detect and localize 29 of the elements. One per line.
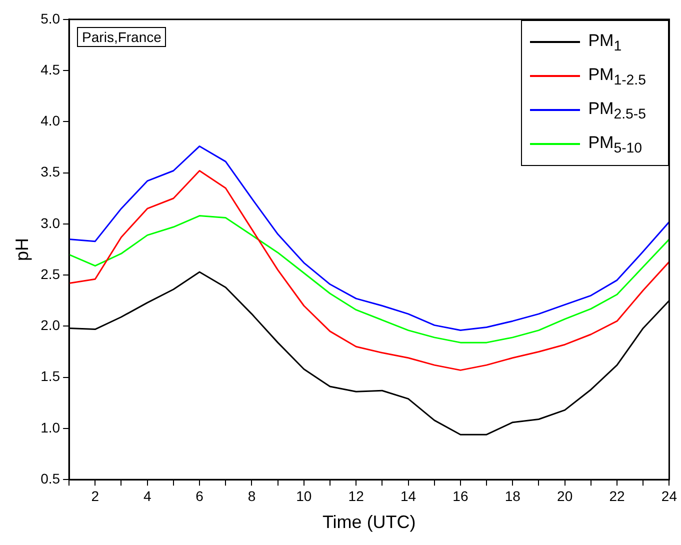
x-tick-label: 16 xyxy=(452,488,468,504)
y-tick-label: 4.5 xyxy=(40,61,60,78)
x-tick-label: 14 xyxy=(400,488,416,504)
x-axis-title: Time (UTC) xyxy=(322,512,416,532)
x-tick-label: 12 xyxy=(348,488,364,504)
x-tick-label: 10 xyxy=(296,488,312,504)
y-tick-label: 5.0 xyxy=(40,10,60,26)
x-tick-label: 6 xyxy=(196,488,204,504)
x-tick-label: 8 xyxy=(248,488,256,504)
x-tick-label: 24 xyxy=(661,488,678,504)
y-tick-label: 4.0 xyxy=(40,112,60,129)
y-tick-label: 1.5 xyxy=(40,368,60,384)
y-tick-label: 1.0 xyxy=(40,419,60,436)
annotation: Paris,France xyxy=(77,27,166,48)
y-tick-label: 2.0 xyxy=(40,317,60,334)
y-axis-title: pH xyxy=(12,238,32,262)
y-tick-label: 0.5 xyxy=(40,470,60,486)
y-tick-label: 3.0 xyxy=(40,214,60,231)
legend-label: PM$_{1}$ xyxy=(588,30,622,54)
legend-label: PM$_{2.5-5}$ xyxy=(588,98,646,122)
y-tick-label: 2.5 xyxy=(40,266,60,282)
x-tick-label: 22 xyxy=(609,488,626,504)
x-tick-label: 2 xyxy=(91,488,100,504)
x-tick-label: 20 xyxy=(557,488,573,504)
x-tick-label: 18 xyxy=(504,488,521,504)
legend-label: PM$_{5-10}$ xyxy=(588,132,642,156)
legend-label: PM$_{1-2.5}$ xyxy=(588,64,646,88)
y-tick-label: 3.5 xyxy=(40,164,60,180)
x-tick-label: 4 xyxy=(143,488,152,504)
